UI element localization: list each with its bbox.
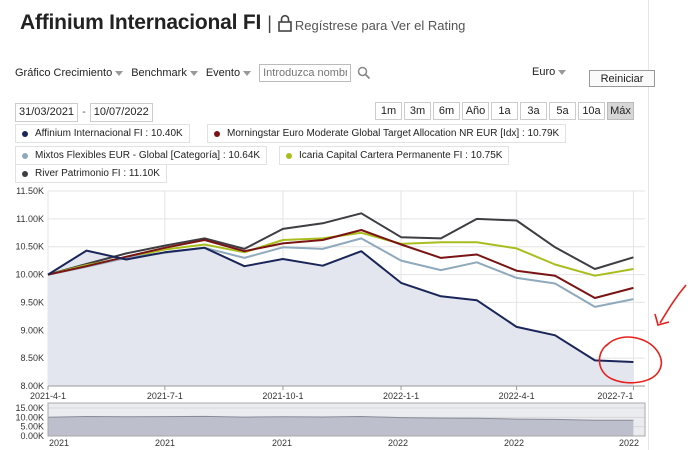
fund-title: Affinium Internacional FI	[20, 11, 262, 34]
navigator-x-label: 2021	[272, 438, 292, 448]
x-tick-label: 2021-10-1	[262, 391, 303, 401]
date-from-input[interactable]: 31/03/2021	[15, 102, 79, 122]
date-separator: -	[82, 106, 86, 118]
page-divider	[648, 0, 649, 450]
annotation	[598, 284, 687, 384]
navigator-y-label: 0.00K	[20, 431, 44, 441]
y-tick-label: 8.50K	[20, 353, 44, 363]
navigator-x-label: 2022	[619, 438, 639, 448]
navigator-y-label: 10.00K	[15, 412, 44, 422]
currency-dropdown[interactable]: Euro	[532, 66, 567, 78]
legend-label: Affinium Internacional FI : 10.40K	[35, 128, 183, 139]
period-button[interactable]: 3m	[404, 102, 431, 120]
legend-dot	[214, 130, 220, 137]
chevron-down-icon	[189, 70, 198, 76]
growth-chart-dropdown[interactable]: Gráfico Crecimiento	[15, 67, 124, 79]
series-line[interactable]	[47, 246, 634, 363]
annotation-arrowhead	[654, 313, 670, 326]
chevron-down-icon	[115, 70, 124, 76]
navigator-x-label: 2022	[388, 438, 408, 448]
period-button[interactable]: 10a	[578, 102, 605, 120]
currency-label: Euro	[532, 66, 556, 78]
benchmark-label: Benchmark	[131, 67, 187, 79]
y-tick-label: 9.50K	[20, 297, 44, 307]
legend-label: Mixtos Flexibles EUR - Global [Categoría…	[35, 150, 261, 161]
legend-dot	[22, 130, 28, 137]
lines-layer	[47, 212, 634, 363]
navigator-window[interactable]	[47, 402, 646, 437]
period-button[interactable]: 5a	[549, 102, 576, 120]
y-tick-label: 10.00K	[15, 270, 44, 280]
search-input[interactable]	[259, 64, 352, 82]
main-axis: 8.00K 8.50K 9.00K 9.50K 10.00K 10.50K 11.00K 11…	[15, 186, 645, 401]
legend-dot	[22, 170, 28, 177]
legend-label: Icaria Capital Cartera Permanente FI : 1…	[299, 150, 503, 161]
growth-chart-label: Gráfico Crecimiento	[15, 67, 113, 79]
chart-toolbar: Gráfico Crecimiento Benchmark Evento Eur…	[15, 62, 655, 87]
series-line[interactable]	[47, 229, 634, 299]
y-tick-label: 10.50K	[15, 242, 44, 252]
navigator-area	[48, 416, 634, 436]
date-range: 31/03/2021 - 10/07/2022	[15, 102, 153, 122]
annotation-arrow	[659, 284, 687, 324]
navigator-y-label: 5.00K	[20, 422, 44, 432]
legend-item[interactable]: Icaria Capital Cartera Permanente FI : 1…	[279, 146, 510, 165]
navigator-line	[47, 415, 634, 421]
navigator-y-label: 15.00K	[15, 403, 44, 413]
title-separator: |	[267, 12, 272, 33]
x-tick-label: 2021-7-1	[147, 391, 183, 401]
navigator-x-label: 2021	[155, 438, 175, 448]
x-tick-label: 2022-4-1	[499, 391, 535, 401]
period-button[interactable]: 1a	[491, 102, 518, 120]
chevron-down-icon	[243, 70, 252, 76]
legend-item[interactable]: Morningstar Euro Moderate Global Target …	[207, 124, 567, 143]
event-dropdown[interactable]: Evento	[205, 67, 252, 79]
legend-dot	[286, 152, 292, 159]
period-button[interactable]: 6m	[433, 102, 460, 120]
navigator-x-label: 2021	[49, 438, 69, 448]
series-area	[48, 247, 634, 386]
annotation-circle	[598, 336, 663, 384]
title-row: Affinium Internacional FI | Regístrese p…	[20, 8, 465, 38]
event-label: Evento	[205, 67, 241, 79]
period-button-active[interactable]: Máx	[607, 102, 634, 120]
x-tick-label: 2022-7-1	[597, 391, 633, 401]
navigator-x-label: 2022	[504, 438, 524, 448]
period-button[interactable]: 3a	[520, 102, 547, 120]
legend-dot	[22, 152, 28, 159]
y-tick-label: 11.50K	[16, 186, 44, 196]
period-button[interactable]: Año	[462, 102, 489, 120]
chevron-down-icon	[558, 69, 567, 75]
x-tick-label: 2021-4-1	[30, 391, 66, 401]
x-tick-label: 2022-1-1	[383, 391, 419, 401]
date-to-input[interactable]: 10/07/2022	[89, 102, 153, 122]
legend-label: River Patrimonio FI : 11.10K	[35, 168, 160, 179]
legend-label: Morningstar Euro Moderate Global Target …	[227, 128, 560, 139]
legend-item[interactable]: River Patrimonio FI : 11.10K	[15, 164, 167, 183]
register-link[interactable]: Regístrese para Ver el Rating	[294, 17, 466, 33]
reset-button[interactable]: Reiniciar	[589, 70, 655, 87]
search-icon[interactable]	[353, 63, 375, 83]
period-button[interactable]: 1m	[375, 102, 402, 120]
area-layer	[48, 247, 634, 386]
legend-item[interactable]: Affinium Internacional FI : 10.40K	[15, 124, 190, 143]
y-tick-label: 8.00K	[20, 381, 44, 391]
lock-icon	[278, 14, 292, 32]
y-tick-label: 9.00K	[20, 325, 44, 335]
period-selector: 1m 3m 6m Año 1a 3a 5a 10a Máx	[375, 102, 636, 120]
series-line[interactable]	[47, 212, 634, 276]
y-tick-label: 11.00K	[16, 214, 44, 224]
benchmark-dropdown[interactable]: Benchmark	[131, 67, 198, 79]
